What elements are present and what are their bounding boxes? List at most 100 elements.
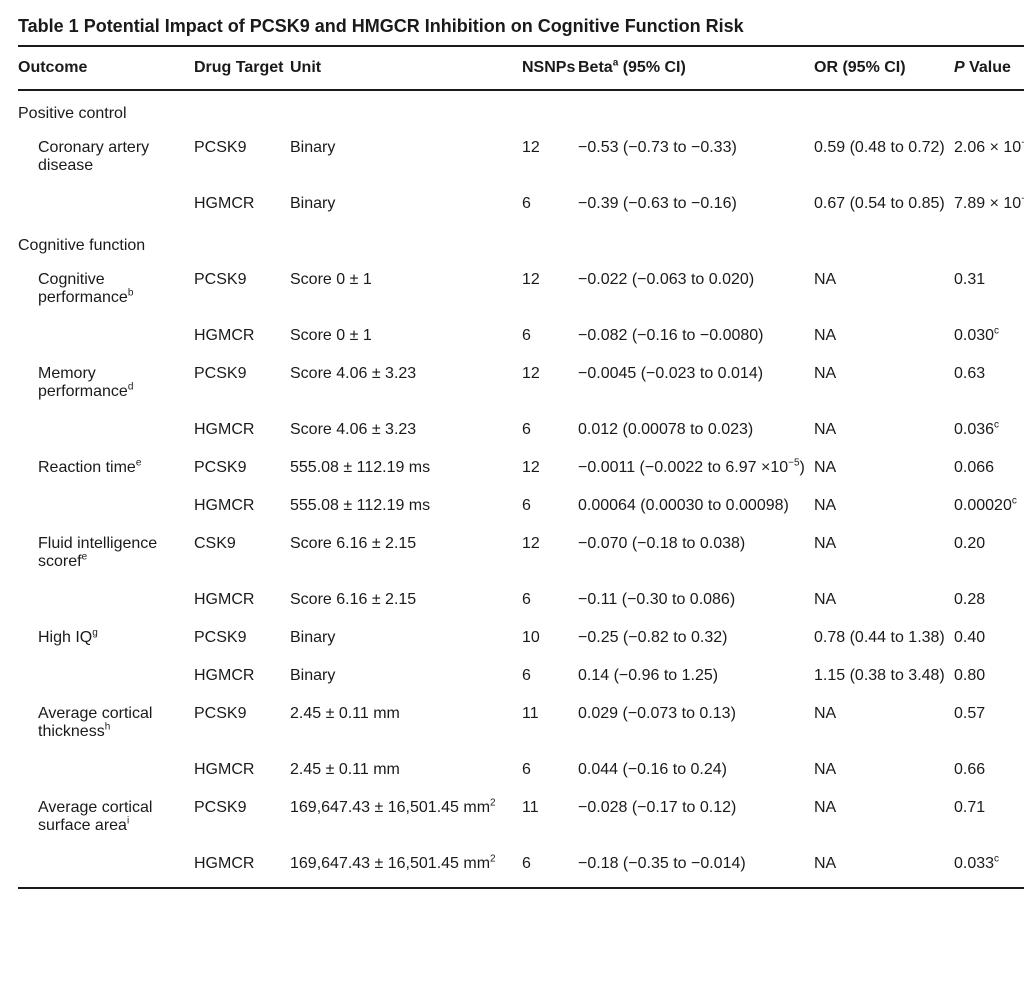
table-row: HGMCRBinary6−0.39 (−0.63 to −0.16)0.67 (…	[18, 185, 1024, 223]
cell-target: PCSK9	[194, 619, 290, 657]
cell-nsnps: 6	[522, 751, 578, 789]
cell-target: PCSK9	[194, 129, 290, 185]
cell-target: HGMCR	[194, 751, 290, 789]
cell-beta: −0.11 (−0.30 to 0.086)	[578, 581, 814, 619]
cell-outcome: Memory performanced	[18, 355, 194, 411]
table-row: HGMCR2.45 ± 0.11 mm60.044 (−0.16 to 0.24…	[18, 751, 1024, 789]
cell-beta: −0.25 (−0.82 to 0.32)	[578, 619, 814, 657]
cell-outcome: Average cortical thicknessh	[18, 695, 194, 751]
cell-outcome	[18, 845, 194, 888]
section-label: Positive control	[18, 90, 1024, 129]
cell-nsnps: 6	[522, 487, 578, 525]
cell-target: HGMCR	[194, 185, 290, 223]
cell-unit: 169,647.43 ± 16,501.45 mm2	[290, 845, 522, 888]
cell-unit: 555.08 ± 112.19 ms	[290, 449, 522, 487]
table-row: Fluid intelligence scorefeCSK9Score 6.16…	[18, 525, 1024, 581]
cell-unit: Score 0 ± 1	[290, 261, 522, 317]
cell-or: 1.15 (0.38 to 3.48)	[814, 657, 954, 695]
cell-outcome	[18, 657, 194, 695]
cell-nsnps: 6	[522, 185, 578, 223]
cell-or: NA	[814, 411, 954, 449]
cell-or: NA	[814, 261, 954, 317]
cell-target: CSK9	[194, 525, 290, 581]
cell-beta: −0.39 (−0.63 to −0.16)	[578, 185, 814, 223]
cell-p: 0.030c	[954, 317, 1024, 355]
cell-nsnps: 11	[522, 695, 578, 751]
cell-unit: Binary	[290, 619, 522, 657]
cell-p: 0.28	[954, 581, 1024, 619]
table-row: HGMCRScore 6.16 ± 2.156−0.11 (−0.30 to 0…	[18, 581, 1024, 619]
table-row: Coronary artery diseasePCSK9Binary12−0.5…	[18, 129, 1024, 185]
col-outcome: Outcome	[18, 46, 194, 90]
cell-nsnps: 10	[522, 619, 578, 657]
cell-nsnps: 12	[522, 525, 578, 581]
cell-unit: Binary	[290, 129, 522, 185]
cell-or: NA	[814, 317, 954, 355]
cell-unit: 2.45 ± 0.11 mm	[290, 695, 522, 751]
cell-or: NA	[814, 581, 954, 619]
table-row: HGMCRScore 4.06 ± 3.2360.012 (0.00078 to…	[18, 411, 1024, 449]
cell-beta: −0.022 (−0.063 to 0.020)	[578, 261, 814, 317]
cell-or: 0.67 (0.54 to 0.85)	[814, 185, 954, 223]
cell-p: 0.71	[954, 789, 1024, 845]
cell-outcome: Fluid intelligence scorefe	[18, 525, 194, 581]
col-unit: Unit	[290, 46, 522, 90]
cell-outcome: Cognitive performanceb	[18, 261, 194, 317]
cell-or: NA	[814, 487, 954, 525]
cell-outcome: Reaction timee	[18, 449, 194, 487]
table-row: HGMCR169,647.43 ± 16,501.45 mm26−0.18 (−…	[18, 845, 1024, 888]
cell-p: 0.63	[954, 355, 1024, 411]
table-row: HGMCRScore 0 ± 16−0.082 (−0.16 to −0.008…	[18, 317, 1024, 355]
cell-target: HGMCR	[194, 317, 290, 355]
col-or: OR (95% CI)	[814, 46, 954, 90]
cell-target: HGMCR	[194, 845, 290, 888]
cell-beta: 0.14 (−0.96 to 1.25)	[578, 657, 814, 695]
cell-nsnps: 6	[522, 581, 578, 619]
table-row: HGMCR555.08 ± 112.19 ms60.00064 (0.00030…	[18, 487, 1024, 525]
cell-unit: Binary	[290, 657, 522, 695]
cell-beta: −0.028 (−0.17 to 0.12)	[578, 789, 814, 845]
cell-unit: Score 4.06 ± 3.23	[290, 411, 522, 449]
table-row: Memory performancedPCSK9Score 4.06 ± 3.2…	[18, 355, 1024, 411]
cell-or: 0.59 (0.48 to 0.72)	[814, 129, 954, 185]
cell-outcome	[18, 487, 194, 525]
cell-p: 0.80	[954, 657, 1024, 695]
cell-outcome	[18, 411, 194, 449]
cell-target: PCSK9	[194, 261, 290, 317]
cell-beta: −0.0045 (−0.023 to 0.014)	[578, 355, 814, 411]
table-row: Average cortical thicknesshPCSK92.45 ± 0…	[18, 695, 1024, 751]
cell-or: NA	[814, 355, 954, 411]
cell-p: 0.066	[954, 449, 1024, 487]
cell-beta: 0.012 (0.00078 to 0.023)	[578, 411, 814, 449]
cell-or: NA	[814, 525, 954, 581]
cell-target: HGMCR	[194, 487, 290, 525]
table-row: High IQgPCSK9Binary10−0.25 (−0.82 to 0.3…	[18, 619, 1024, 657]
cell-beta: 0.029 (−0.073 to 0.13)	[578, 695, 814, 751]
cell-target: HGMCR	[194, 581, 290, 619]
cell-outcome: High IQg	[18, 619, 194, 657]
cell-p: 7.89 × 10−4	[954, 185, 1024, 223]
cell-beta: −0.18 (−0.35 to −0.014)	[578, 845, 814, 888]
cell-nsnps: 12	[522, 129, 578, 185]
cell-unit: Binary	[290, 185, 522, 223]
cell-unit: 2.45 ± 0.11 mm	[290, 751, 522, 789]
cell-nsnps: 12	[522, 449, 578, 487]
cell-target: PCSK9	[194, 789, 290, 845]
section-label: Cognitive function	[18, 223, 1024, 261]
cell-p: 0.40	[954, 619, 1024, 657]
cell-nsnps: 12	[522, 355, 578, 411]
cell-nsnps: 6	[522, 657, 578, 695]
table-title: Table 1 Potential Impact of PCSK9 and HM…	[18, 16, 1006, 37]
cell-outcome	[18, 185, 194, 223]
cell-outcome	[18, 317, 194, 355]
cell-or: NA	[814, 751, 954, 789]
cell-target: HGMCR	[194, 657, 290, 695]
cell-or: NA	[814, 695, 954, 751]
cell-p: 0.66	[954, 751, 1024, 789]
cell-outcome: Coronary artery disease	[18, 129, 194, 185]
cell-or: 0.78 (0.44 to 1.38)	[814, 619, 954, 657]
cell-unit: 555.08 ± 112.19 ms	[290, 487, 522, 525]
cell-beta: −0.0011 (−0.0022 to 6.97 ×10−5)	[578, 449, 814, 487]
cell-p: 2.06 × 10−7	[954, 129, 1024, 185]
cell-nsnps: 12	[522, 261, 578, 317]
